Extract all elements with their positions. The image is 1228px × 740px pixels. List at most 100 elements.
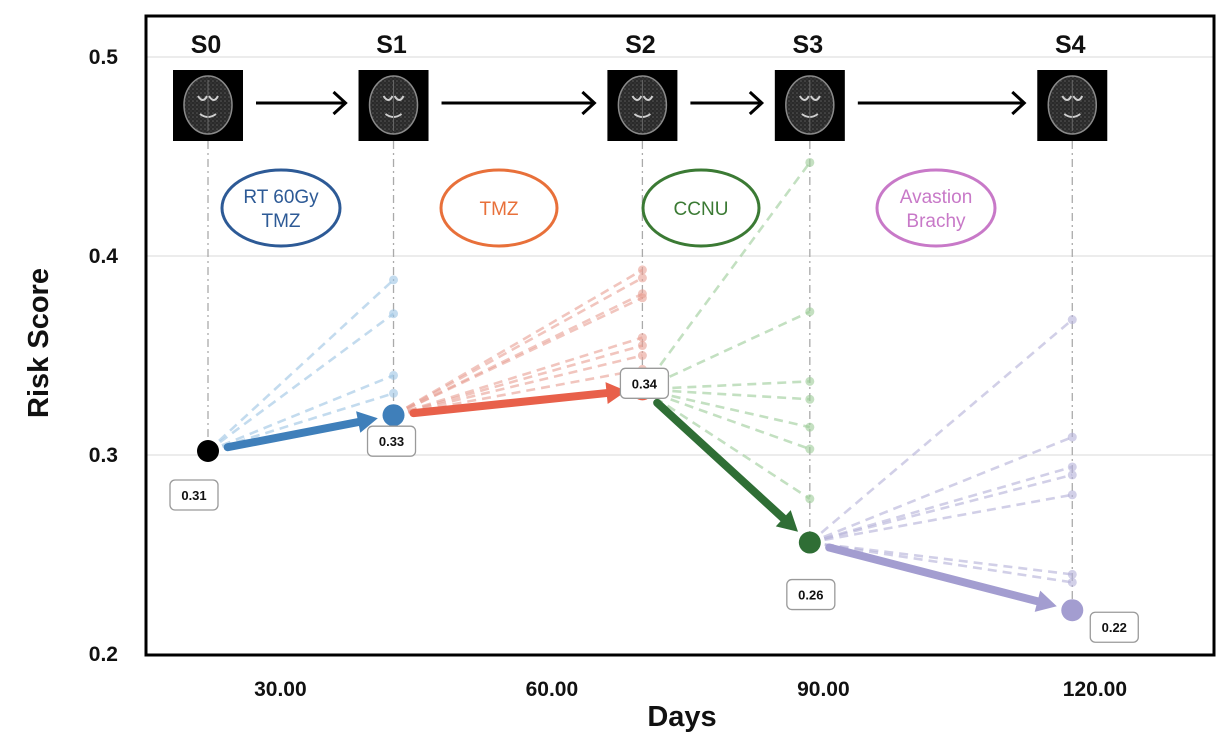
main-trajectory-arrow bbox=[825, 543, 1042, 606]
x-tick-label: 90.00 bbox=[797, 678, 850, 701]
value-label-box bbox=[786, 578, 836, 611]
alternative-point bbox=[1067, 470, 1077, 480]
scan-outline bbox=[183, 75, 233, 135]
brain-scan-s2 bbox=[607, 70, 678, 141]
scan-outline bbox=[368, 75, 419, 135]
scan-outline bbox=[617, 75, 668, 135]
y-tick-label: 0.3 bbox=[89, 444, 118, 467]
alternative-point bbox=[1067, 432, 1077, 442]
alternative-trajectory bbox=[809, 541, 1073, 576]
state-point-s0 bbox=[197, 440, 219, 463]
treatment-label: CCNU bbox=[674, 199, 729, 220]
value-label: 0.34 bbox=[632, 376, 658, 391]
arrow-head bbox=[775, 510, 798, 532]
alternative-point bbox=[1067, 490, 1077, 500]
alternative-point bbox=[637, 341, 647, 351]
alternative-point bbox=[805, 376, 815, 386]
treatment-ellipse bbox=[875, 168, 997, 248]
alternative-trajectory bbox=[641, 161, 811, 391]
alternative-point bbox=[1067, 462, 1077, 472]
state-label: S4 bbox=[1055, 31, 1086, 59]
alternative-trajectory bbox=[641, 310, 811, 391]
alternative-point bbox=[805, 307, 815, 317]
alternative-trajectory bbox=[809, 493, 1073, 544]
alternative-point bbox=[389, 370, 399, 380]
alternative-trajectory bbox=[393, 344, 643, 417]
alternative-trajectory bbox=[809, 465, 1073, 544]
x-axis-label: Days bbox=[647, 701, 716, 733]
alternative-point bbox=[805, 157, 815, 167]
transition-arrow-head bbox=[581, 90, 597, 116]
y-axis-label: Risk Score bbox=[23, 268, 55, 418]
value-label: 0.33 bbox=[379, 434, 404, 449]
brain-scan-s0 bbox=[173, 70, 243, 141]
treatment-label: Brachy bbox=[906, 211, 966, 232]
plot-frame bbox=[144, 14, 1216, 657]
alternative-trajectory bbox=[641, 388, 811, 500]
alternative-point bbox=[389, 275, 399, 285]
alternative-point bbox=[637, 293, 647, 303]
state-label: S2 bbox=[625, 31, 656, 59]
scan-outline bbox=[1047, 75, 1098, 135]
main-trajectory-arrow bbox=[223, 418, 363, 452]
alternative-point bbox=[637, 265, 647, 275]
state-point-s1 bbox=[382, 404, 405, 427]
alternative-point bbox=[389, 309, 399, 319]
x-tick-label: 60.00 bbox=[526, 678, 579, 701]
state-point-s4 bbox=[1061, 599, 1084, 622]
alternative-point bbox=[637, 351, 647, 360]
alternative-trajectory bbox=[642, 388, 810, 401]
arrow-head bbox=[605, 382, 627, 404]
alternative-trajectory bbox=[393, 336, 643, 417]
brain-scan-s4 bbox=[1037, 70, 1108, 141]
alternative-point bbox=[637, 273, 647, 283]
alternative-trajectory bbox=[207, 278, 395, 452]
value-label-box bbox=[1089, 611, 1139, 643]
alternative-point bbox=[389, 388, 399, 398]
transition-arrow-head bbox=[748, 90, 765, 116]
alternative-point bbox=[1067, 577, 1077, 587]
alternative-point bbox=[805, 394, 815, 404]
alternative-point bbox=[805, 422, 815, 432]
alternative-point bbox=[1067, 569, 1077, 579]
alternative-trajectory bbox=[207, 312, 395, 453]
treatment-label: TMZ bbox=[261, 211, 300, 232]
scan-outline bbox=[785, 75, 835, 135]
alternative-trajectory bbox=[642, 388, 811, 429]
y-tick-label: 0.2 bbox=[89, 643, 118, 666]
state-label: S3 bbox=[793, 31, 824, 59]
alternative-trajectory bbox=[393, 354, 643, 417]
y-tick-label: 0.4 bbox=[89, 245, 119, 268]
brain-scan-s3 bbox=[774, 70, 845, 141]
alternative-trajectory bbox=[207, 374, 395, 453]
alternative-trajectory bbox=[809, 473, 1073, 544]
alternative-point bbox=[637, 333, 647, 343]
treatment-ellipse bbox=[439, 168, 559, 248]
treatment-ellipse bbox=[641, 168, 761, 248]
transition-arrow-head bbox=[1011, 90, 1027, 116]
value-label: 0.22 bbox=[1102, 620, 1127, 635]
alternative-trajectory bbox=[393, 368, 643, 417]
treatment-label: TMZ bbox=[479, 199, 518, 220]
brain-scan-s1 bbox=[358, 70, 429, 141]
alternative-trajectory bbox=[808, 318, 1074, 544]
arrow-head bbox=[356, 411, 378, 433]
arrow-head bbox=[1034, 590, 1057, 612]
x-tick-label: 30.00 bbox=[254, 678, 307, 701]
alternative-trajectory bbox=[642, 380, 810, 391]
treatment-label: Avastion bbox=[900, 187, 973, 208]
treatment-ellipse bbox=[220, 168, 342, 248]
main-trajectory-arrow bbox=[653, 398, 788, 523]
value-label-box bbox=[169, 479, 219, 511]
treatment-label: RT 60Gy bbox=[243, 187, 319, 208]
value-label-box bbox=[619, 367, 670, 399]
main-trajectory-arrow bbox=[409, 389, 611, 418]
y-tick-label: 0.5 bbox=[89, 46, 119, 69]
transition-arrow-head bbox=[332, 90, 348, 116]
alternative-point bbox=[805, 494, 815, 504]
value-label: 0.26 bbox=[798, 588, 823, 603]
alternative-point bbox=[805, 444, 815, 454]
alternative-trajectory bbox=[809, 435, 1073, 544]
state-point-s3 bbox=[798, 531, 821, 554]
